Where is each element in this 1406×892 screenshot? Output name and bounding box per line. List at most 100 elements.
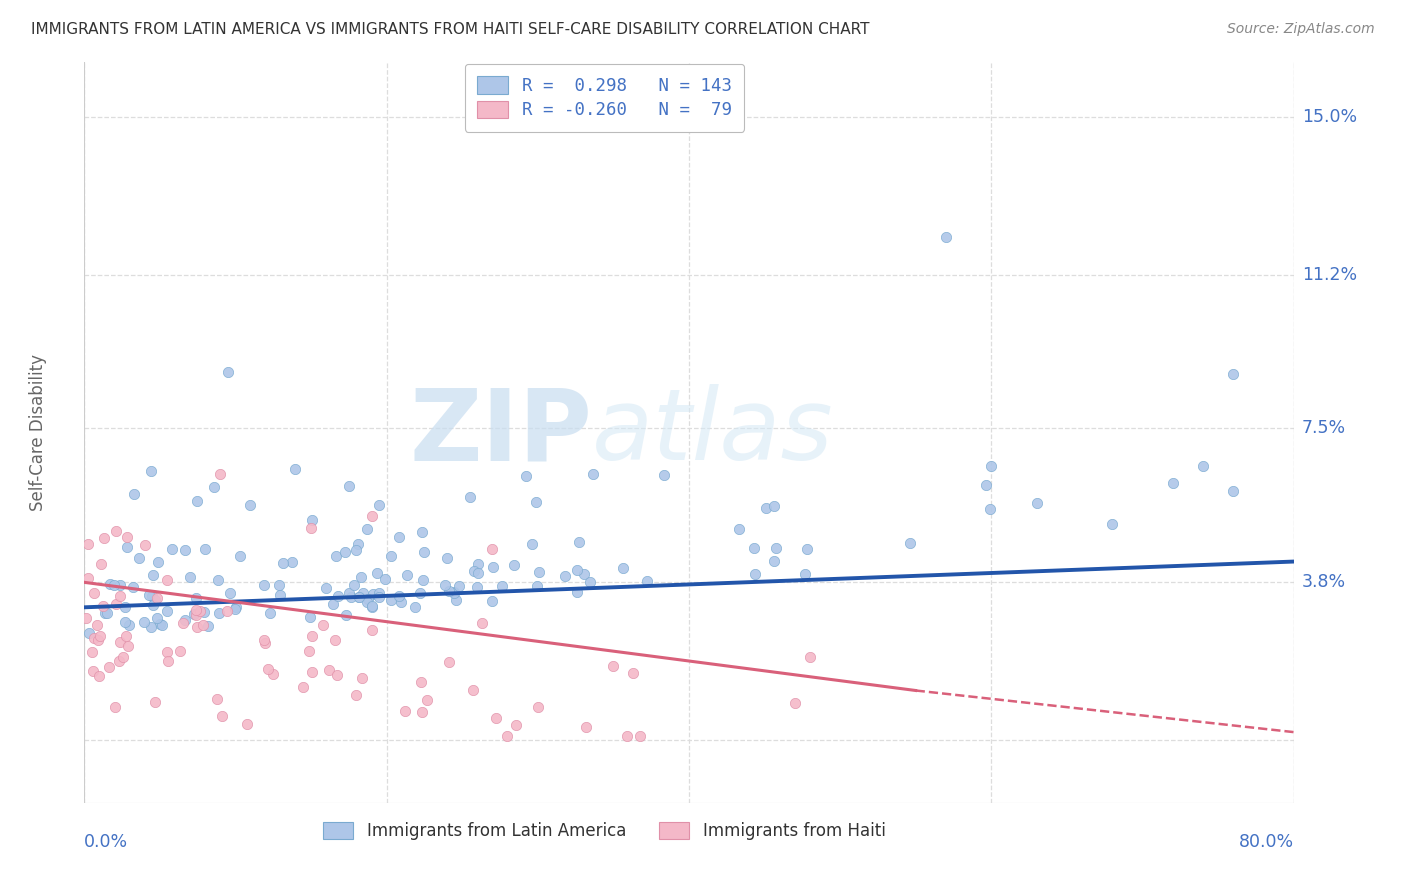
Point — [188, 604, 211, 618]
Point — [217, 365, 239, 379]
Point — [75, 610, 97, 624]
Point — [184, 603, 207, 617]
Point — [103, 578, 125, 592]
Point — [299, 609, 322, 624]
Point — [575, 720, 598, 734]
Point — [460, 491, 482, 505]
Point — [380, 592, 402, 607]
Point — [149, 617, 172, 632]
Point — [312, 618, 335, 632]
Point — [93, 606, 115, 620]
Point — [253, 578, 276, 592]
Point — [350, 671, 373, 685]
Point — [208, 606, 231, 620]
Point — [139, 464, 162, 478]
Point — [117, 618, 139, 632]
Point — [411, 705, 433, 719]
Point — [211, 709, 233, 723]
Point — [935, 230, 957, 244]
Point — [361, 623, 384, 637]
Point — [467, 557, 489, 571]
Point — [1222, 483, 1244, 498]
Point — [572, 566, 595, 581]
Point — [271, 557, 294, 571]
Point — [122, 487, 145, 501]
Point — [83, 586, 105, 600]
Point — [205, 692, 228, 706]
Point — [301, 512, 323, 526]
Point — [76, 536, 98, 550]
Point — [765, 541, 787, 556]
Point — [396, 568, 419, 582]
Point — [411, 675, 433, 690]
Point — [156, 645, 179, 659]
Point — [83, 632, 105, 646]
Point — [128, 551, 150, 566]
Point — [301, 629, 323, 643]
Point — [567, 585, 589, 599]
Point — [502, 558, 524, 572]
Point — [1222, 368, 1244, 382]
Point — [347, 590, 370, 604]
Point — [202, 480, 225, 494]
Point — [409, 586, 432, 600]
Point — [1161, 475, 1184, 490]
Point — [156, 604, 179, 618]
Point — [318, 663, 340, 677]
Point — [269, 588, 291, 602]
Point — [366, 566, 388, 581]
Point — [259, 606, 281, 620]
Point — [89, 669, 111, 683]
Point — [326, 668, 349, 682]
Point — [799, 650, 821, 665]
Point — [755, 501, 778, 516]
Point — [898, 535, 921, 549]
Point — [115, 530, 138, 544]
Point — [117, 640, 139, 654]
Point — [82, 665, 104, 679]
Point — [463, 564, 485, 578]
Text: ZIP: ZIP — [409, 384, 592, 481]
Point — [374, 572, 396, 586]
Point — [146, 591, 169, 606]
Point — [108, 635, 131, 649]
Point — [434, 578, 457, 592]
Point — [515, 469, 537, 483]
Point — [794, 566, 817, 581]
Point — [86, 617, 108, 632]
Text: 11.2%: 11.2% — [1302, 266, 1357, 284]
Point — [82, 645, 104, 659]
Point — [96, 606, 118, 620]
Point — [114, 615, 136, 630]
Point — [387, 589, 409, 603]
Point — [122, 581, 145, 595]
Text: IMMIGRANTS FROM LATIN AMERICA VS IMMIGRANTS FROM HAITI SELF-CARE DISABILITY CORR: IMMIGRANTS FROM LATIN AMERICA VS IMMIGRA… — [31, 22, 869, 37]
Point — [209, 467, 232, 482]
Point — [143, 695, 166, 709]
Point — [356, 522, 378, 536]
Point — [333, 544, 356, 558]
Point — [496, 729, 519, 743]
Point — [616, 729, 638, 743]
Point — [388, 530, 411, 544]
Point — [148, 555, 170, 569]
Point — [186, 494, 208, 508]
Point — [567, 563, 589, 577]
Point — [796, 541, 818, 556]
Point — [173, 543, 195, 558]
Point — [368, 498, 391, 512]
Point — [299, 521, 322, 535]
Point — [356, 595, 378, 609]
Point — [225, 599, 247, 614]
Point — [143, 593, 166, 607]
Point — [344, 688, 367, 702]
Point — [236, 716, 259, 731]
Point — [298, 644, 321, 658]
Point — [522, 537, 544, 551]
Point — [554, 568, 576, 582]
Point — [567, 534, 589, 549]
Point — [184, 608, 207, 623]
Point — [156, 654, 179, 668]
Point — [443, 585, 465, 599]
Point — [301, 665, 323, 679]
